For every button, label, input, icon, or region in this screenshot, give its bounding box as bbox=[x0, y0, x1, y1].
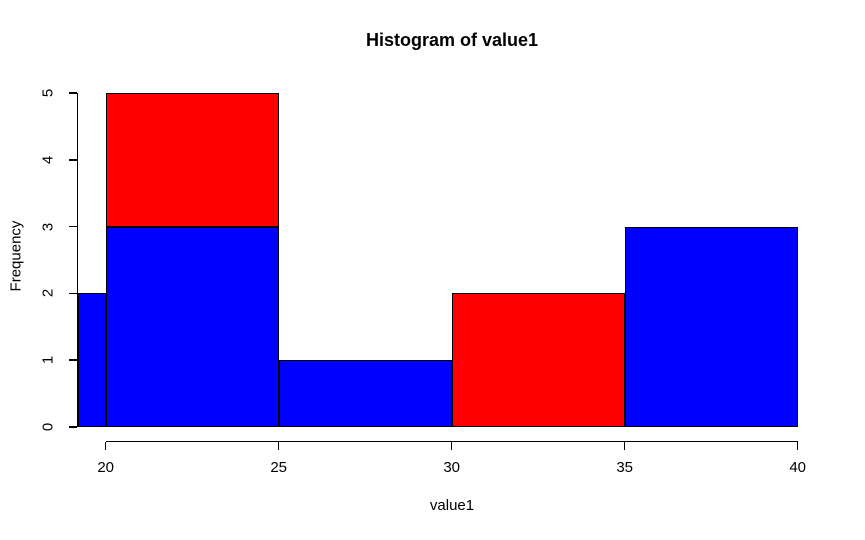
x-axis-label: value1 bbox=[429, 497, 475, 514]
x-axis-line bbox=[105, 440, 798, 442]
x-tick-label: 20 bbox=[97, 459, 115, 476]
y-tick-label: 3 bbox=[39, 222, 57, 231]
y-tick-mark bbox=[68, 92, 77, 94]
y-tick-mark bbox=[68, 159, 77, 161]
x-tick-mark bbox=[450, 442, 453, 450]
y-tick-label: 5 bbox=[39, 88, 57, 98]
x-tick-mark bbox=[277, 442, 280, 450]
y-tick-label: 4 bbox=[39, 155, 57, 164]
x-tick-label: 30 bbox=[443, 459, 461, 476]
y-axis-line bbox=[76, 93, 78, 427]
y-tick-mark bbox=[68, 225, 77, 228]
histogram-bar-segment bbox=[624, 226, 798, 427]
y-tick-mark bbox=[68, 426, 77, 428]
y-tick-label: 0 bbox=[39, 422, 57, 432]
x-tick-mark bbox=[796, 442, 799, 450]
x-tick-mark bbox=[623, 442, 626, 450]
x-tick-label: 35 bbox=[616, 459, 634, 476]
chart-title: Histogram of value1 bbox=[365, 30, 539, 50]
x-tick-mark bbox=[104, 442, 107, 450]
y-tick-mark bbox=[68, 359, 77, 361]
histogram-bar-segment bbox=[278, 360, 452, 427]
histogram-bar-segment bbox=[78, 293, 106, 427]
histogram-bar-segment bbox=[451, 293, 625, 427]
x-tick-label: 40 bbox=[789, 459, 807, 476]
histogram-bar-segment bbox=[105, 93, 279, 227]
y-tick-label: 2 bbox=[39, 289, 57, 298]
x-tick-label: 25 bbox=[270, 459, 288, 476]
y-axis-label: Frequency bbox=[7, 220, 25, 292]
y-tick-label: 1 bbox=[39, 356, 57, 365]
histogram-bar-segment bbox=[105, 226, 279, 427]
y-tick-mark bbox=[68, 292, 77, 295]
